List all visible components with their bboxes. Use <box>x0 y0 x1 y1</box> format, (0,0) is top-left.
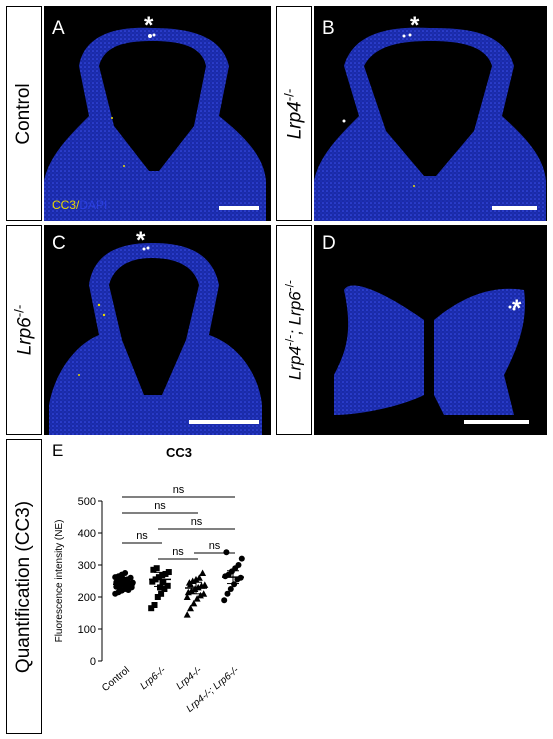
data-point <box>187 580 194 588</box>
row-label-quantification-text: Quantification (CC3) <box>13 500 34 673</box>
y-tick-label: 400 <box>78 528 96 540</box>
data-point <box>154 594 161 600</box>
data-point <box>153 565 160 572</box>
data-point <box>164 582 171 589</box>
chart-panel-e: E CC3 0 100 200 300 400 500 Fluorescence inten… <box>48 439 288 734</box>
asterisk-b: * <box>410 12 420 39</box>
data-point <box>187 604 194 612</box>
significance-label: ns <box>154 500 166 512</box>
row-label-double-text: Lrp4-/-; Lrp6-/- <box>282 280 305 380</box>
micrograph-a: A * CC3/DAPI <box>44 6 271 221</box>
data-point <box>165 569 172 576</box>
panel-letter-d: D <box>322 233 336 254</box>
data-point <box>238 555 245 562</box>
x-tick-label: Lrp6-/- <box>138 664 168 692</box>
data-point <box>151 602 158 608</box>
data-point <box>148 605 155 612</box>
data-point <box>155 574 162 581</box>
row-label-control: Control <box>6 6 42 221</box>
data-point <box>127 574 134 581</box>
asterisk-c: * <box>136 227 146 254</box>
row-label-lrp4-text: Lrp4-/- <box>281 88 306 139</box>
scale-bar-b <box>492 206 537 210</box>
tissue-b <box>314 27 546 221</box>
tissue-a <box>44 27 266 221</box>
data-point <box>160 579 167 586</box>
row-label-lrp6: Lrp6-/- <box>6 225 42 435</box>
row-label-lrp6-text: Lrp6-/- <box>11 304 36 356</box>
panel-letter-a: A <box>52 18 65 39</box>
row-label-control-text: Control <box>13 82 34 145</box>
asterisk-d: * <box>512 295 522 322</box>
data-point <box>162 570 169 577</box>
data-point <box>201 581 209 588</box>
significance-label: ns <box>191 516 203 528</box>
data-point <box>149 578 156 585</box>
data-point <box>199 569 207 576</box>
tissue-d <box>334 285 525 415</box>
data-point <box>150 566 157 573</box>
chart-title: CC3 <box>166 445 193 460</box>
micrograph-c: C * <box>44 225 271 435</box>
significance-label: ns <box>136 530 148 542</box>
y-tick-label: 100 <box>78 624 96 636</box>
row-label-lrp4: Lrp4-/- <box>276 6 312 221</box>
data-point <box>157 584 163 591</box>
y-tick-label: 200 <box>78 592 96 604</box>
scale-bar-c <box>189 420 259 424</box>
data-point <box>159 572 166 579</box>
data-point <box>183 593 191 600</box>
data-point <box>224 590 231 597</box>
scatter-plot: 0 100 200 300 400 500 Fluorescence intensity (… <box>54 484 245 715</box>
data-point <box>221 597 228 604</box>
data-point <box>122 570 129 576</box>
stain-label-a: CC3/DAPI <box>52 198 108 212</box>
micrograph-d: D * <box>314 225 547 435</box>
data-point <box>235 562 242 568</box>
data-point <box>200 590 208 597</box>
y-tick-label: 300 <box>78 560 96 572</box>
data-point <box>158 590 165 597</box>
row-label-quantification: Quantification (CC3) <box>6 439 42 734</box>
x-tick-label: Lrp4-/- <box>174 664 204 692</box>
x-tick-label: Control <box>100 665 132 694</box>
asterisk-a: * <box>144 12 154 39</box>
scale-bar-d <box>464 420 529 424</box>
significance-label: ns <box>172 546 184 558</box>
micrograph-b: B * <box>314 6 547 221</box>
significance-label: ns <box>209 540 221 552</box>
data-point <box>190 599 198 607</box>
significance-label: ns <box>173 484 185 496</box>
y-tick-label: 500 <box>78 496 96 508</box>
data-point <box>223 549 230 556</box>
y-axis-label: Fluorescence intensity (NE) <box>54 520 65 643</box>
scale-bar-a <box>219 206 259 210</box>
data-point <box>161 586 168 592</box>
data-point <box>116 588 123 595</box>
y-tick-label: 0 <box>90 656 96 668</box>
tissue-c <box>49 243 262 435</box>
panel-letter-b: B <box>322 18 335 39</box>
data-point <box>227 586 234 592</box>
data-point <box>183 611 191 618</box>
panel-letter-c: C <box>52 233 66 254</box>
row-label-double: Lrp4-/-; Lrp6-/- <box>276 225 312 435</box>
panel-letter-e: E <box>52 441 64 460</box>
data-point <box>195 574 203 581</box>
